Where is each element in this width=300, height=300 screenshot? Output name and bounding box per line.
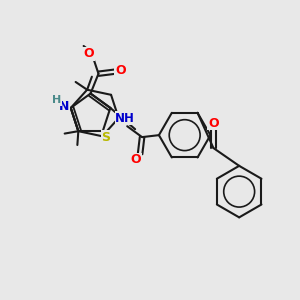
- Text: O: O: [131, 153, 141, 167]
- Text: O: O: [83, 47, 94, 60]
- Text: H: H: [52, 95, 62, 105]
- Text: O: O: [208, 117, 219, 130]
- Text: S: S: [101, 130, 110, 144]
- Text: NH: NH: [115, 112, 135, 125]
- Text: O: O: [115, 64, 126, 77]
- Text: N: N: [58, 100, 69, 113]
